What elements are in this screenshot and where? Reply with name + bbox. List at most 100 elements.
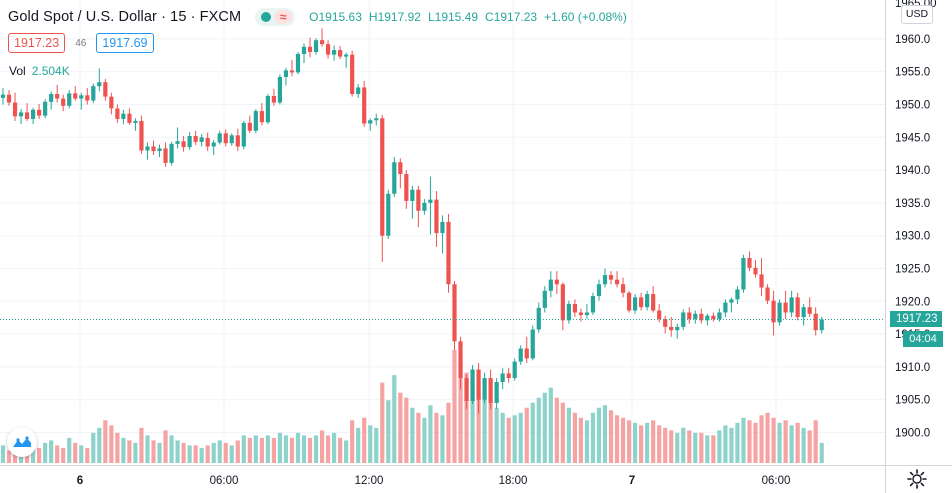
volume-bar	[187, 445, 192, 463]
volume-bar	[97, 427, 102, 463]
candle-body	[584, 312, 590, 316]
volume-bar	[470, 382, 475, 463]
price-tick-label: 1935.0	[895, 198, 930, 210]
volume-bar	[506, 417, 511, 463]
candle-body	[693, 313, 698, 320]
candle-body	[536, 307, 541, 330]
volume-bar	[301, 435, 307, 463]
candle-body	[675, 326, 680, 331]
candle-body	[344, 54, 349, 57]
volume-bar	[356, 427, 361, 463]
volume-bar	[741, 417, 746, 463]
candle-body	[807, 307, 812, 314]
time-tick-label: 12:00	[355, 475, 384, 487]
volume-bar	[446, 402, 451, 463]
candle-body	[295, 53, 301, 73]
volume-bar	[109, 425, 114, 463]
price-tick-label: 1910.0	[895, 362, 930, 374]
settings-gear-icon[interactable]	[905, 467, 929, 491]
candle-body	[735, 289, 740, 300]
volume-bar	[319, 430, 325, 463]
volume-bar	[530, 402, 535, 463]
volume-value: 2.504K	[31, 64, 70, 78]
candle-body	[777, 302, 782, 323]
volume-bar	[6, 450, 12, 463]
volume-label[interactable]: Vol	[9, 64, 26, 78]
volume-bar	[313, 435, 319, 463]
candle-body	[452, 284, 457, 342]
volume-bar	[590, 412, 596, 463]
candle-body	[813, 313, 818, 331]
volume-bar	[554, 397, 559, 463]
volume-bar	[271, 437, 276, 463]
candle-body	[554, 279, 559, 285]
volume-bar	[235, 440, 240, 463]
candle-body	[428, 199, 433, 203]
candle-body	[301, 46, 307, 54]
buy-price-button[interactable]: 1917.69	[96, 33, 154, 53]
tradingview-logo-icon[interactable]	[7, 427, 37, 457]
candle-body	[398, 162, 403, 175]
candle-body	[542, 290, 547, 308]
candle-body	[560, 284, 565, 321]
quote-row: 1917.23 46 1917.69	[8, 32, 154, 54]
volume-bar	[807, 430, 812, 463]
candle-body	[380, 118, 385, 236]
candle-body	[446, 221, 451, 285]
volume-bar	[37, 447, 42, 463]
candle-body	[187, 135, 192, 148]
price-tick-label: 1930.0	[895, 231, 930, 243]
candle-body	[518, 348, 523, 362]
currency-button[interactable]: USD	[901, 5, 933, 24]
candle-body	[55, 94, 60, 99]
high-label: H	[368, 10, 378, 24]
candle-body	[681, 312, 686, 327]
volume-bar	[241, 435, 246, 463]
candle-body	[181, 141, 186, 148]
price-tick-label: 1925.0	[895, 264, 930, 276]
candle-body	[416, 189, 421, 211]
volume-bar	[548, 387, 553, 463]
candle-body	[464, 378, 469, 402]
volume-bar	[79, 445, 84, 463]
volume-bar	[464, 372, 469, 463]
candle-body	[578, 312, 584, 316]
candle-body	[705, 315, 710, 321]
bar-countdown: 04:04	[903, 331, 943, 347]
candle-body	[663, 319, 668, 327]
candle-body	[458, 341, 463, 379]
volume-bar	[801, 427, 806, 463]
market-status-pill[interactable]: ≈	[255, 8, 296, 26]
candle-body	[127, 113, 132, 123]
candle-body	[271, 95, 276, 103]
symbol-title[interactable]: Gold Spot / U.S. Dollar · 15 · FXCM	[8, 9, 242, 25]
volume-bar	[440, 415, 445, 463]
volume-bar	[410, 407, 415, 463]
volume-bar	[452, 350, 457, 463]
volume-bar	[398, 392, 403, 463]
candle-body	[410, 189, 415, 201]
sell-price-button[interactable]: 1917.23	[8, 33, 66, 53]
high-value: 1917.92	[377, 10, 421, 24]
market-open-dot-icon	[261, 12, 272, 22]
volume-bar	[61, 447, 66, 463]
volume-bar	[717, 430, 722, 463]
candle-body	[37, 109, 42, 116]
candle-body	[633, 297, 638, 311]
candle-body	[639, 297, 644, 308]
volume-bar	[211, 442, 216, 463]
volume-bar	[307, 437, 313, 463]
candle-body	[566, 303, 571, 321]
candle-body	[103, 82, 108, 97]
candle-body	[699, 313, 704, 321]
candle-body	[783, 302, 788, 313]
candle-body	[121, 113, 126, 119]
open-label: O	[309, 10, 319, 24]
volume-bar	[500, 412, 505, 463]
candle-body	[211, 142, 216, 147]
volume-bar	[753, 422, 758, 463]
candle-body	[61, 98, 66, 106]
candle-body	[139, 120, 144, 151]
price-tick-label: 1920.0	[895, 296, 930, 308]
